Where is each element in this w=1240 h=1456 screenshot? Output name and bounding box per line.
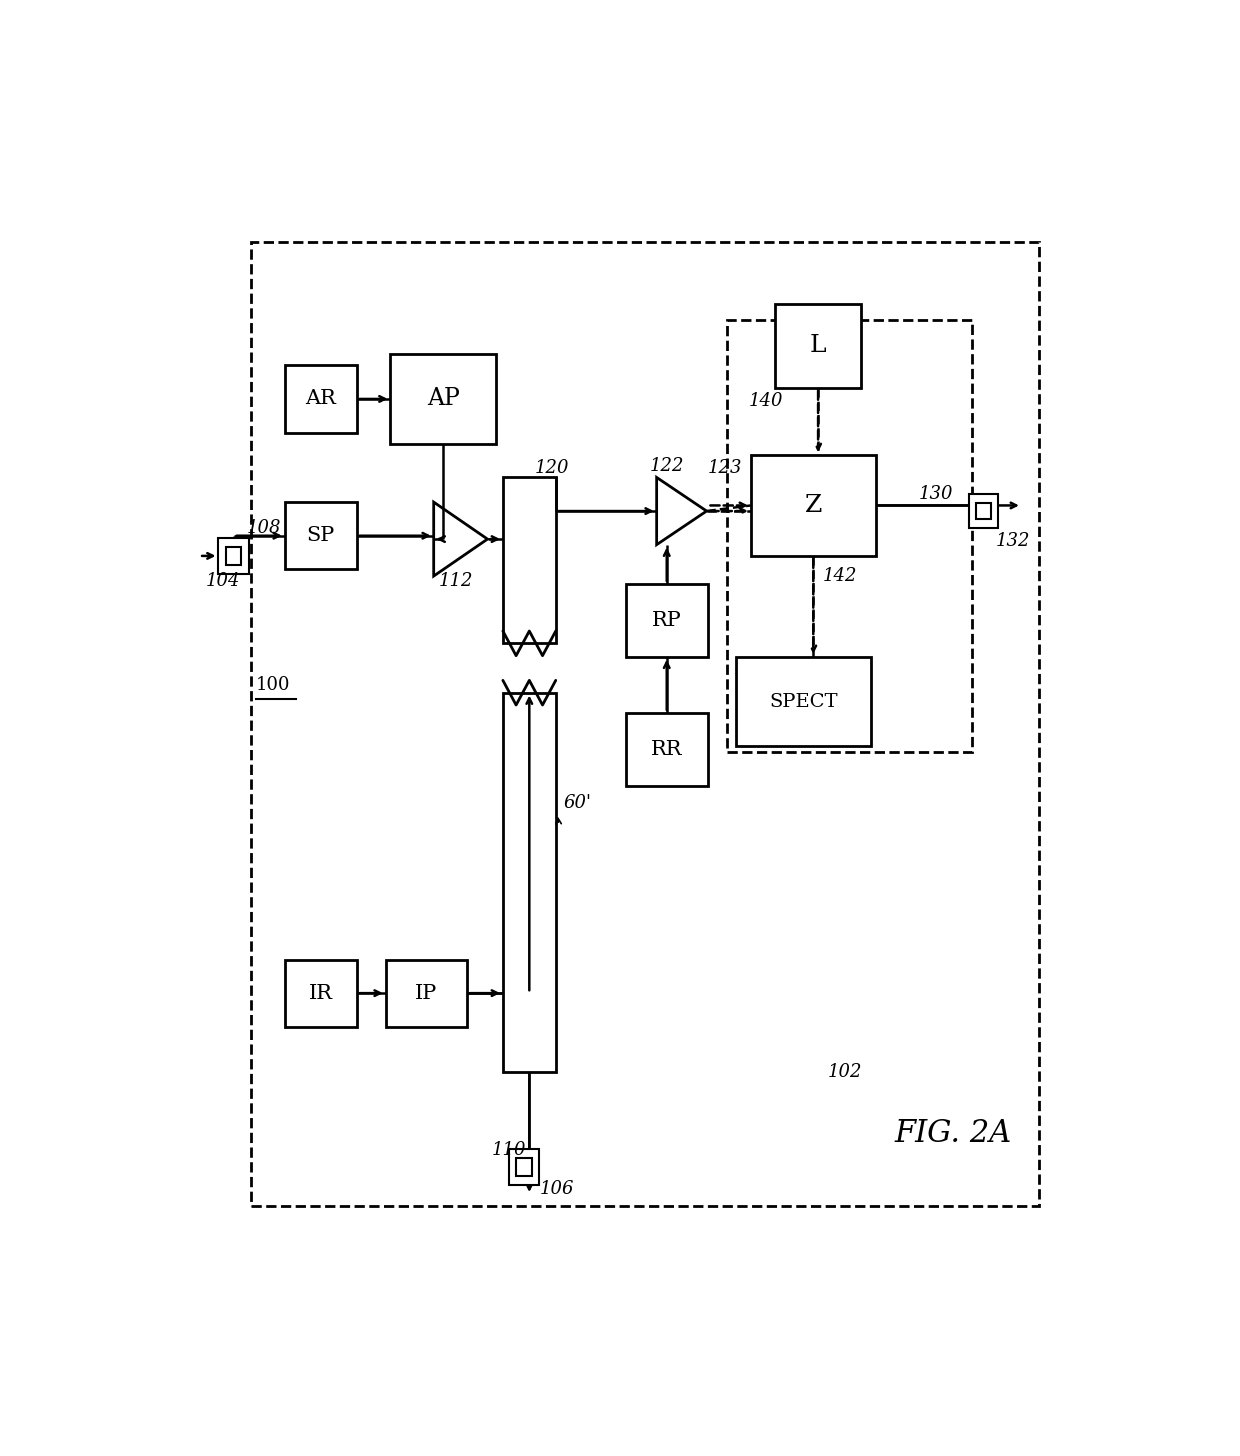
Text: 60': 60' bbox=[563, 794, 591, 811]
Text: 100: 100 bbox=[255, 676, 290, 695]
Bar bbox=[727, 320, 972, 753]
Bar bbox=[737, 657, 870, 747]
Text: 122: 122 bbox=[650, 457, 684, 475]
Bar bbox=[503, 478, 556, 644]
Bar bbox=[391, 354, 496, 444]
Text: 123: 123 bbox=[708, 460, 742, 478]
Text: 108: 108 bbox=[247, 518, 280, 537]
Text: AR: AR bbox=[305, 389, 336, 409]
Bar bbox=[516, 1158, 532, 1176]
Text: 132: 132 bbox=[996, 533, 1030, 550]
Text: 104: 104 bbox=[206, 572, 241, 590]
Text: 106: 106 bbox=[539, 1181, 574, 1198]
Bar bbox=[250, 242, 1039, 1206]
Bar bbox=[503, 693, 556, 1072]
Text: SPECT: SPECT bbox=[769, 693, 838, 711]
Bar bbox=[626, 713, 708, 786]
Text: 120: 120 bbox=[534, 460, 569, 478]
Bar bbox=[218, 537, 249, 574]
Bar bbox=[285, 502, 357, 569]
Text: FIG. 2A: FIG. 2A bbox=[894, 1118, 1012, 1149]
Text: 140: 140 bbox=[749, 392, 784, 411]
Text: 112: 112 bbox=[439, 572, 472, 590]
Text: 102: 102 bbox=[828, 1063, 862, 1080]
Text: SP: SP bbox=[306, 526, 335, 545]
Bar bbox=[386, 960, 467, 1026]
Bar bbox=[976, 502, 991, 520]
Bar bbox=[285, 960, 357, 1026]
Bar bbox=[508, 1149, 539, 1185]
Bar bbox=[226, 547, 242, 565]
Text: Z: Z bbox=[805, 494, 822, 517]
Bar bbox=[968, 494, 998, 529]
Text: RR: RR bbox=[651, 740, 682, 759]
Text: AP: AP bbox=[427, 387, 460, 411]
Text: IP: IP bbox=[415, 984, 438, 1003]
Text: 142: 142 bbox=[823, 566, 857, 585]
Bar bbox=[285, 365, 357, 432]
Bar bbox=[751, 454, 875, 556]
Text: L: L bbox=[810, 335, 826, 357]
Bar bbox=[775, 304, 862, 387]
Text: 130: 130 bbox=[919, 485, 954, 504]
Text: 110: 110 bbox=[491, 1142, 526, 1159]
Text: RP: RP bbox=[652, 612, 682, 630]
Text: IR: IR bbox=[309, 984, 332, 1003]
Bar bbox=[626, 584, 708, 657]
